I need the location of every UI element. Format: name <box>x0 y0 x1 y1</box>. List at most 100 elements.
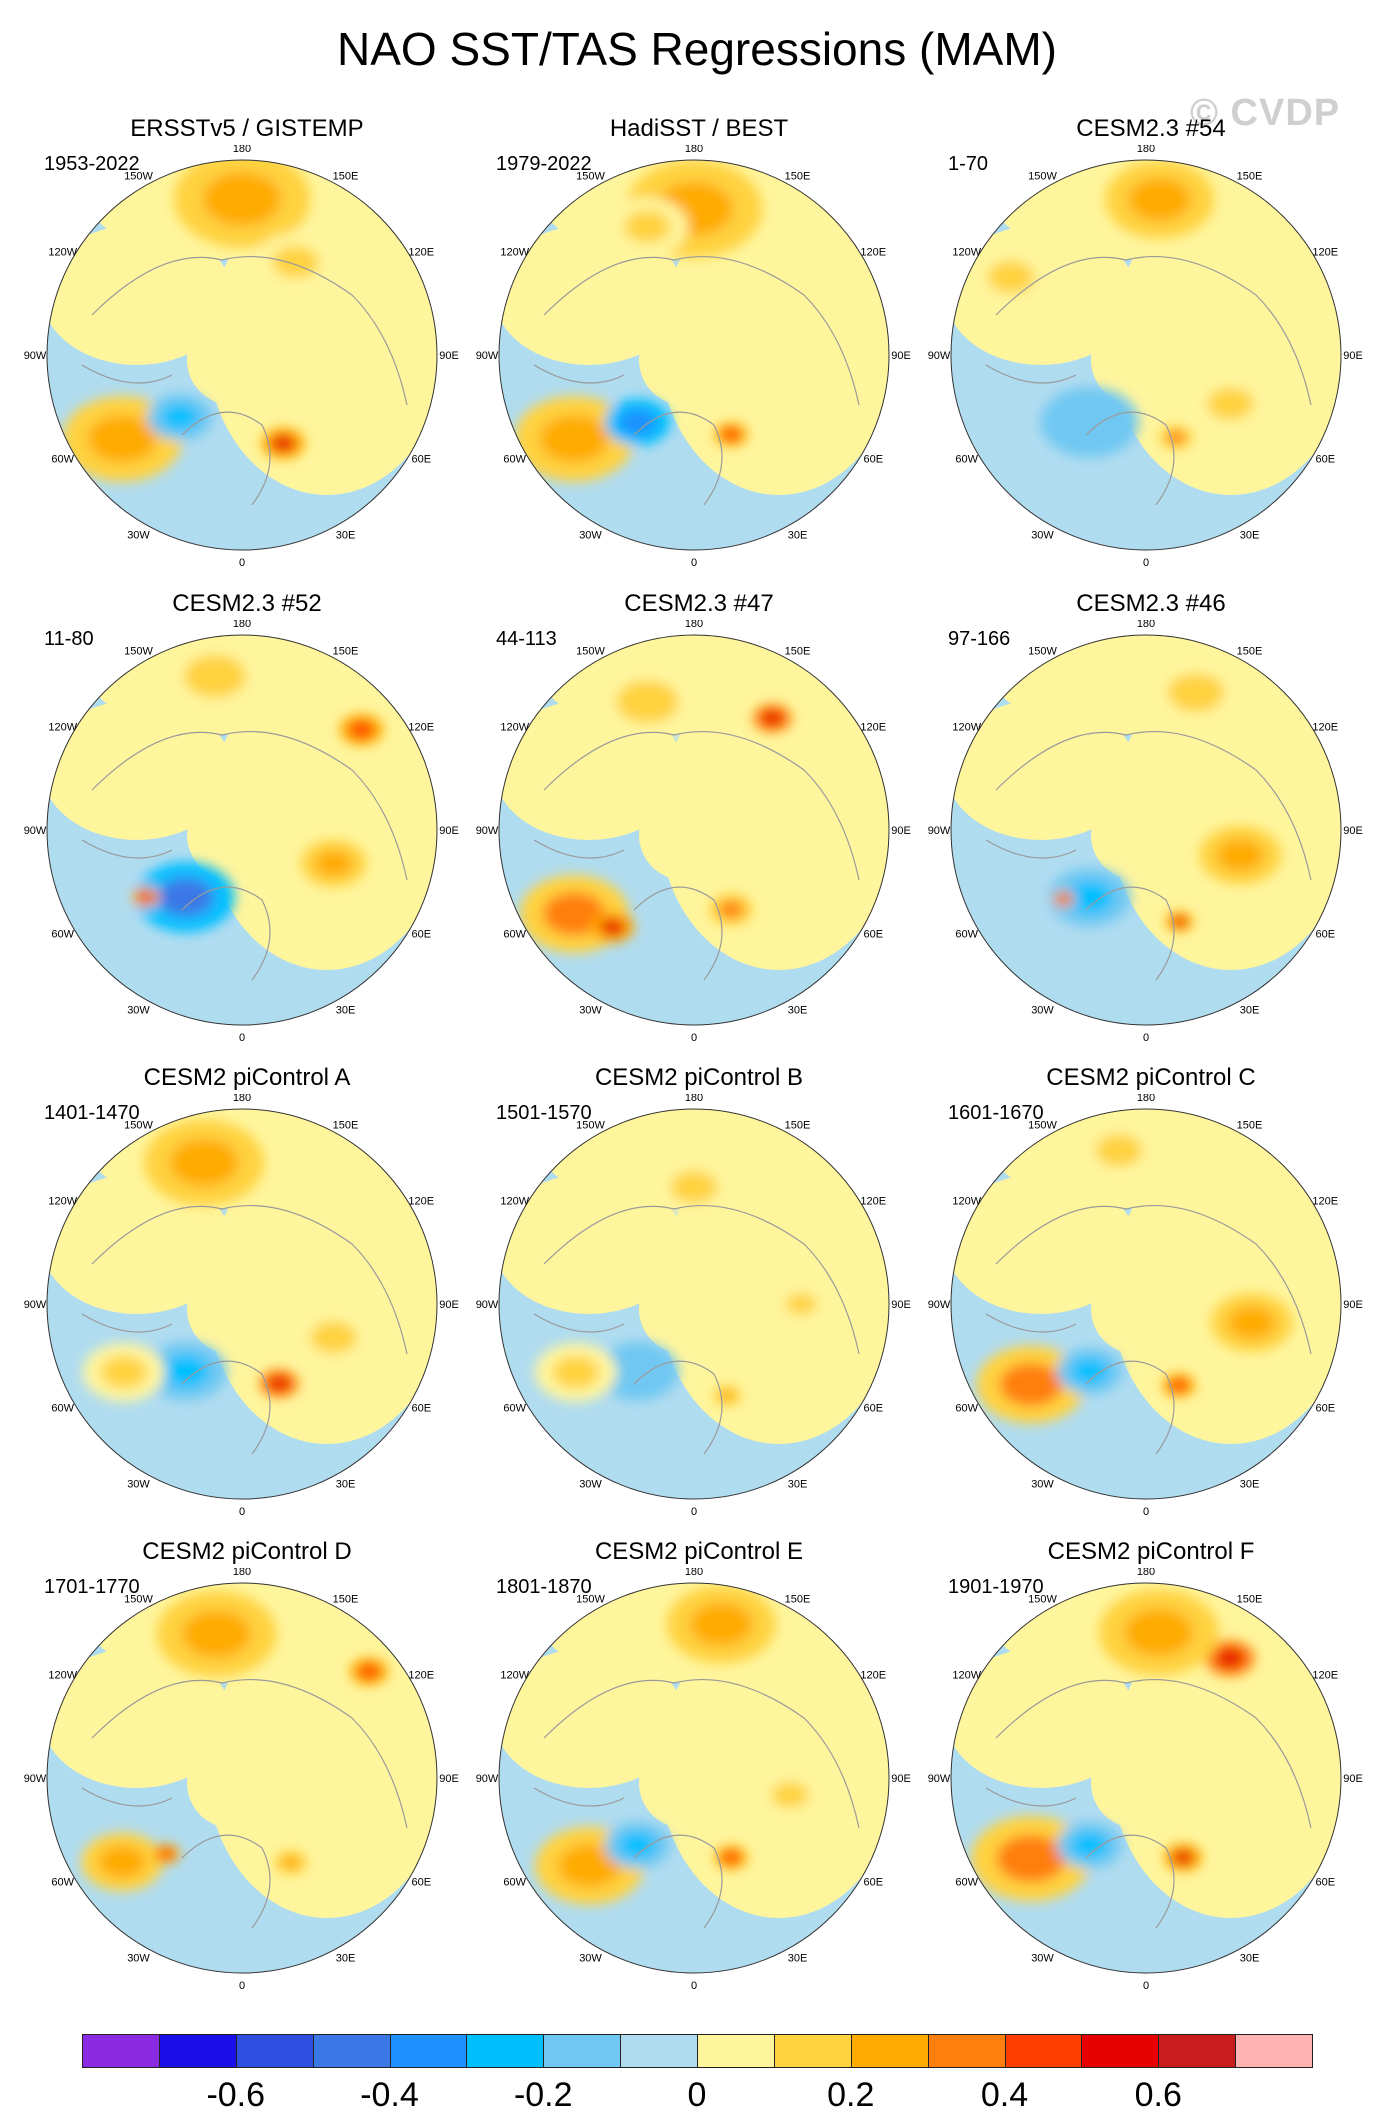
colorbar-swatch <box>850 2034 929 2068</box>
longitude-label: 30E <box>336 1004 356 1016</box>
longitude-label: 150E <box>333 1594 359 1606</box>
anomaly-core <box>1169 1378 1189 1392</box>
coastline <box>81 730 408 981</box>
anomaly-core <box>1167 673 1225 712</box>
longitude-label: 150E <box>333 646 359 658</box>
field-region <box>499 1648 684 1788</box>
longitude-label: 150E <box>785 171 811 183</box>
map-panel: HadiSST / BEST 180 150E 120E 90E 60E 30E 0 30W 60… <box>474 115 924 595</box>
colorbar-label: 0.2 <box>827 2076 875 2114</box>
longitude-label: 120W <box>48 1670 77 1682</box>
anomaly-core <box>761 710 784 726</box>
longitude-label: 90E <box>891 350 911 362</box>
longitude-label: 60W <box>955 1877 978 1889</box>
field-region <box>659 670 889 970</box>
map-border <box>46 634 438 1026</box>
longitude-label: 150W <box>1028 1594 1057 1606</box>
longitude-label: 90E <box>891 825 911 837</box>
longitude-label: 30W <box>1031 529 1054 541</box>
longitude-label: 180 <box>233 145 251 155</box>
longitude-label: 150W <box>576 171 605 183</box>
anomaly-core <box>1216 839 1264 872</box>
longitude-label: 30W <box>127 529 150 541</box>
anomaly-core <box>1128 178 1191 222</box>
polar-map: 180 150E 120E 90E 60E 30E 0 30W 60W 90W 120W 150W <box>24 620 459 1044</box>
anomaly-core <box>1070 1358 1109 1385</box>
longitude-label: 120E <box>860 722 886 734</box>
panel-years: 1979-2022 <box>496 153 592 175</box>
colorbar-swatch <box>927 2034 1006 2068</box>
longitude-label: 180 <box>233 1094 251 1104</box>
longitude-label: 90W <box>476 1299 499 1311</box>
panel-years: 1601-1670 <box>948 1102 1044 1124</box>
longitude-label: 60W <box>503 1877 526 1889</box>
panel-title: CESM2 piControl B <box>594 1064 804 1091</box>
panel-title: CESM2 piControl A <box>143 1064 351 1091</box>
anomaly-core <box>721 428 741 441</box>
field-region <box>187 790 277 880</box>
anomaly-core <box>310 1321 358 1354</box>
anomaly-core <box>268 1376 291 1392</box>
longitude-label: 30E <box>788 1004 808 1016</box>
field-region <box>659 1618 889 1918</box>
longitude-label: 90W <box>476 825 499 837</box>
anomaly-core <box>670 1170 718 1204</box>
colorbar-swatch <box>1235 2034 1313 2068</box>
longitude-label: 150E <box>1237 646 1263 658</box>
anomaly-core <box>614 1355 661 1388</box>
watermark: © CVDP <box>1190 92 1341 134</box>
longitude-label: 60W <box>51 929 74 941</box>
coastline <box>533 1204 860 1455</box>
anomaly-core <box>100 1356 148 1389</box>
anomaly-core <box>1057 894 1071 904</box>
longitude-label: 150W <box>124 1594 153 1606</box>
longitude-label: 30W <box>127 1004 150 1016</box>
longitude-label: 0 <box>239 1980 245 1992</box>
panel-title: CESM2 piControl F <box>1047 1538 1255 1565</box>
longitude-label: 60E <box>863 1403 883 1415</box>
longitude-label: 120E <box>1312 1196 1338 1208</box>
anomaly-core <box>270 434 296 452</box>
map-panel: CESM2.3 #54 180 150E 120E 90E 60E 30E 0 30W 60W 90… <box>926 115 1376 595</box>
longitude-label: 180 <box>1137 1094 1155 1104</box>
longitude-label: 150W <box>124 646 153 658</box>
polar-map: 180 150E 120E 90E 60E 30E 0 30W 60W 90W 120W 150W <box>476 620 911 1044</box>
longitude-label: 120E <box>1312 722 1338 734</box>
colorbar-label: 0 <box>687 2076 707 2114</box>
field-region <box>639 1264 729 1354</box>
longitude-label: 30E <box>336 1478 356 1490</box>
anomaly-core <box>349 721 374 739</box>
map-panel: CESM2.3 #52 180 150E 120E 90E 60E 30E 0 30W 60W 90… <box>22 590 472 1070</box>
longitude-label: 180 <box>1137 620 1155 630</box>
longitude-label: 120E <box>860 1196 886 1208</box>
longitude-label: 90W <box>928 1299 951 1311</box>
panel-title: HadiSST / BEST <box>609 115 789 142</box>
field-region <box>499 1174 684 1314</box>
longitude-label: 120E <box>1312 247 1338 259</box>
longitude-label: 30W <box>127 1478 150 1490</box>
map-border <box>950 1582 1342 1974</box>
longitude-label: 150E <box>1237 171 1263 183</box>
map-border <box>950 159 1342 551</box>
longitude-label: 0 <box>1143 1506 1149 1518</box>
longitude-label: 60W <box>51 1403 74 1415</box>
map-border <box>498 159 890 551</box>
longitude-label: 120W <box>500 247 529 259</box>
longitude-label: 30E <box>336 1952 356 1964</box>
coastline <box>533 255 860 506</box>
longitude-label: 120W <box>48 1196 77 1208</box>
anomaly-core <box>771 1782 809 1808</box>
anomaly-core <box>999 1363 1063 1406</box>
longitude-label: 30W <box>1031 1952 1054 1964</box>
coastline <box>533 1678 860 1929</box>
longitude-label: 30W <box>579 1478 602 1490</box>
longitude-label: 150W <box>1028 646 1057 658</box>
panel-title: CESM2.3 #46 <box>1076 590 1226 617</box>
panel-title: CESM2.3 #52 <box>172 590 322 617</box>
anomaly-core <box>314 850 353 877</box>
anomaly-core <box>1215 1648 1244 1668</box>
longitude-label: 60E <box>411 454 431 466</box>
polar-map: 180 150E 120E 90E 60E 30E 0 30W 60W 90W 120W 150W <box>24 1568 459 1992</box>
longitude-label: 0 <box>239 557 245 569</box>
field-region <box>187 1264 277 1354</box>
